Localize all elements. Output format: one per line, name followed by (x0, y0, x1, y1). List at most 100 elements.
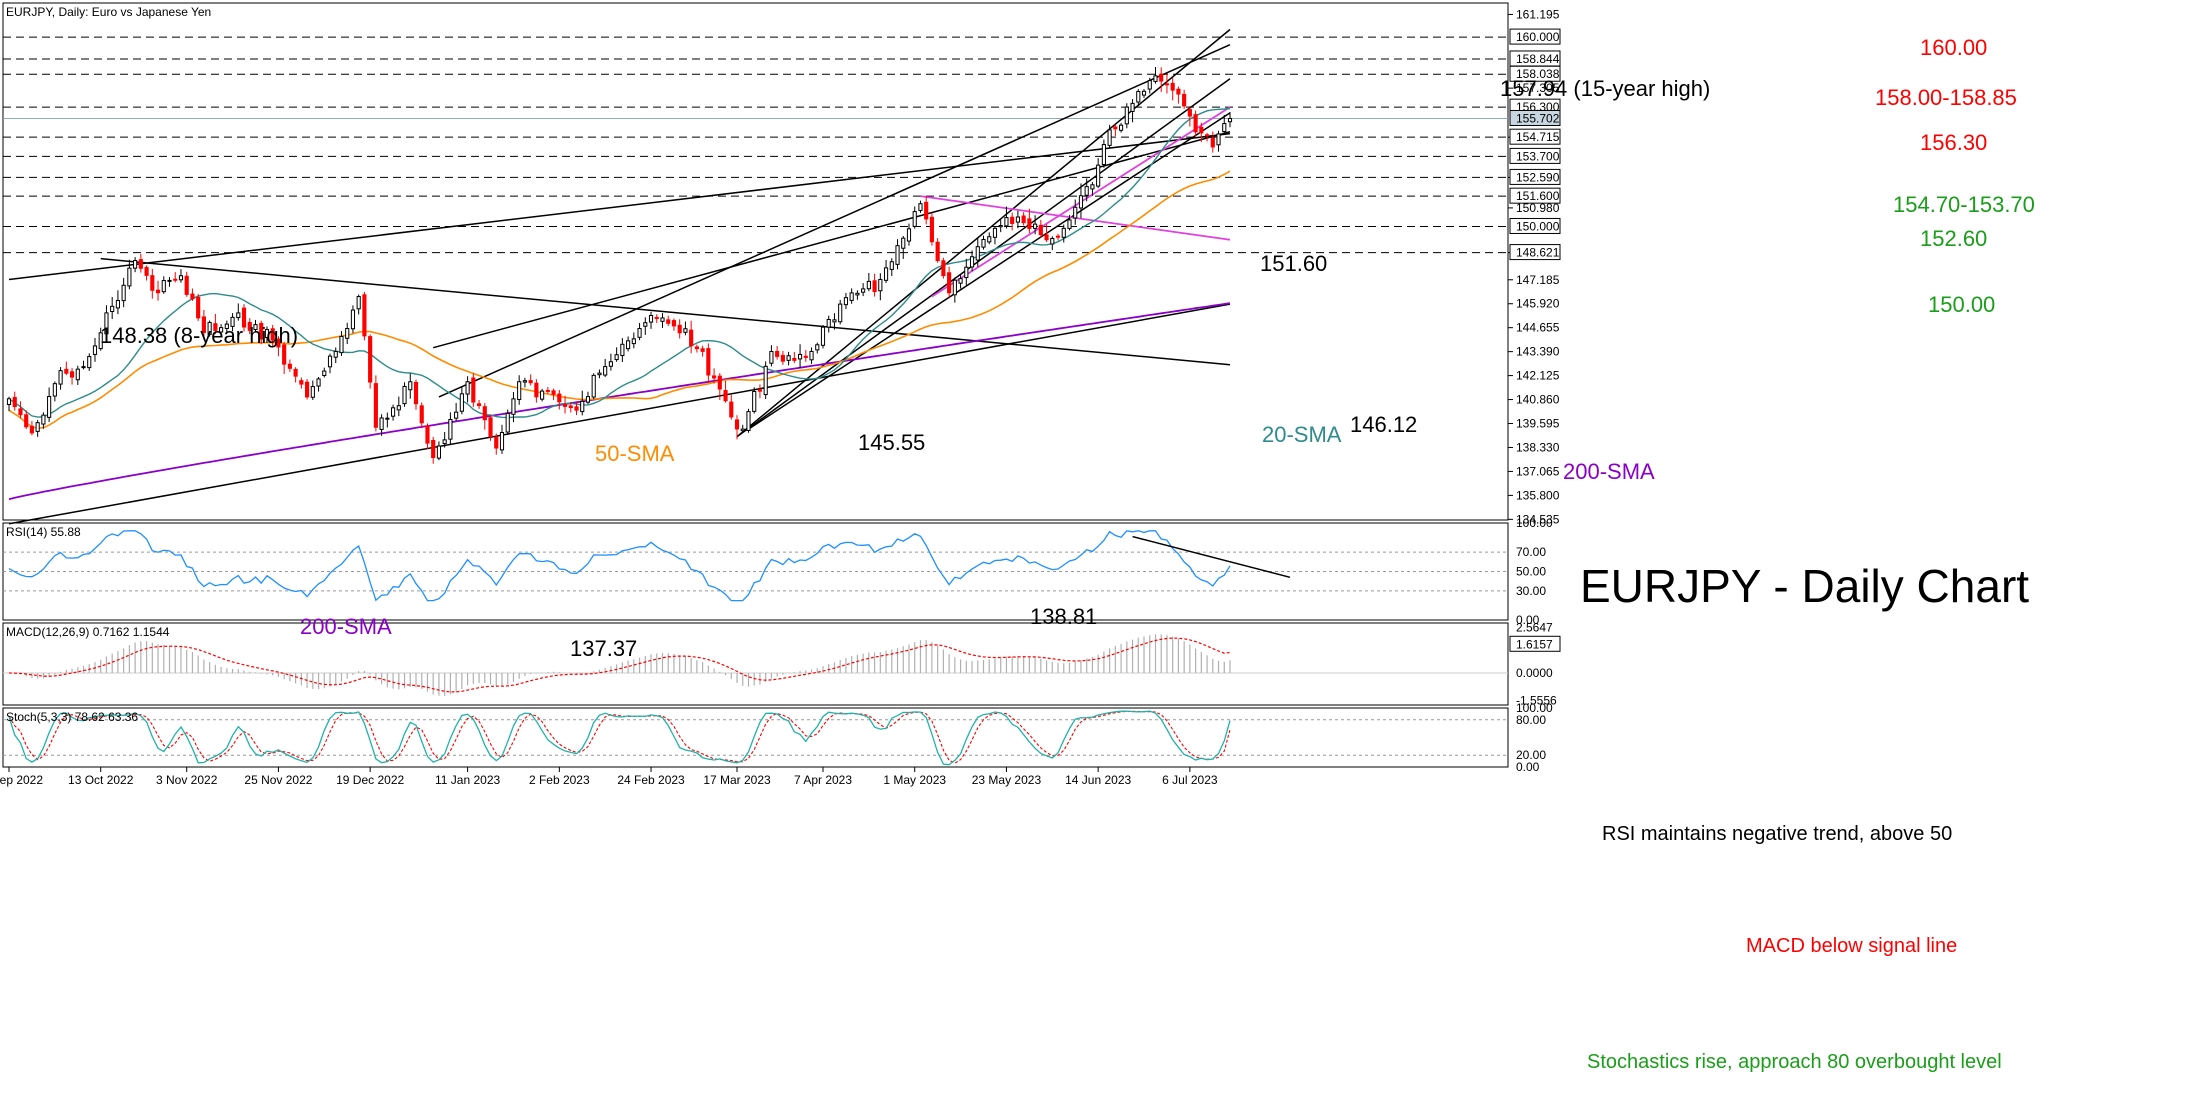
macd-tick-label: -1.5556 (1516, 694, 1557, 708)
candle-body (792, 357, 797, 361)
candle-body (121, 284, 126, 302)
candle-body (333, 350, 338, 358)
annotation-154-70-153-70: 154.70-153.70 (1893, 192, 2035, 217)
candle-body (47, 395, 52, 418)
candle-body (815, 344, 820, 351)
macd-tick-label: 0.0000 (1516, 666, 1553, 680)
candle-body (769, 350, 774, 364)
candle-body (127, 267, 132, 287)
indicators (3, 530, 1508, 766)
x-tick-label: 13 Oct 2022 (68, 773, 134, 787)
candle-body (677, 324, 682, 334)
candle-body (385, 417, 390, 420)
candle-body (861, 288, 866, 293)
candle-body (408, 381, 413, 391)
candle-body (1141, 90, 1147, 96)
candle-body (643, 322, 648, 327)
candle-body (1021, 215, 1026, 224)
candle-body (476, 403, 482, 407)
candle-body (849, 292, 854, 301)
candle-body (694, 346, 699, 350)
stoch-title: Stoch(5,3,3) 78.62 63.36 (6, 710, 138, 724)
candle-body (717, 375, 722, 390)
candle-body (219, 327, 224, 333)
y-tick-label: 142.125 (1516, 369, 1560, 383)
candle-body (115, 300, 120, 309)
level-box (1509, 128, 1561, 145)
candle-body (1061, 227, 1066, 238)
candle-body (648, 314, 654, 323)
candle-body (98, 332, 103, 350)
candle-body (1010, 216, 1015, 224)
candle-body (889, 261, 894, 270)
annotation-156-30: 156.30 (1920, 130, 1987, 155)
candle-body (1107, 129, 1112, 146)
candle-body (1130, 102, 1135, 112)
trendline-steep-2 (736, 78, 1231, 438)
moving-averages (8, 107, 1231, 501)
candle-body (763, 365, 768, 396)
candle-body (327, 355, 333, 368)
candle-body (75, 368, 80, 381)
candle-body (568, 405, 573, 409)
candle-body (390, 407, 396, 417)
candle-body (1027, 218, 1032, 229)
candle-body (150, 275, 155, 291)
candle-body (511, 398, 516, 415)
candle-body (282, 344, 287, 365)
candle-body (138, 259, 143, 269)
candle-body (935, 241, 940, 262)
candle-body (929, 216, 934, 243)
candle-body (1210, 137, 1215, 148)
candle-body (276, 338, 281, 348)
candle-body (975, 246, 980, 261)
candle-body (1204, 134, 1210, 137)
annotation-160-00: 160.00 (1920, 35, 1987, 60)
x-tick-label: 21 Sep 2022 (0, 773, 43, 787)
candle-body (803, 355, 808, 358)
x-tick-label: 14 Jun 2023 (1065, 773, 1131, 787)
candle-body (855, 292, 860, 296)
candle-body (626, 340, 631, 350)
candle-body (362, 294, 367, 337)
candle-body (780, 354, 785, 362)
main-title: EURJPY, Daily: Euro vs Japanese Yen (6, 5, 211, 19)
candle-body (144, 267, 149, 276)
level-box (1509, 28, 1561, 45)
level-label: 150.000 (1516, 219, 1560, 233)
stoch-tick-label: 20.00 (1516, 748, 1546, 762)
candle-body (259, 322, 264, 340)
macd-tick-label: 2.5647 (1516, 620, 1553, 634)
candle-body (161, 280, 166, 293)
candle-body (969, 256, 975, 268)
candle-body (1182, 93, 1187, 107)
candle-body (345, 328, 350, 339)
candle-body (396, 405, 401, 411)
candle-body (1164, 83, 1170, 86)
candle-body (660, 317, 665, 322)
stoch-tick-label: 80.00 (1516, 713, 1546, 727)
candle-body (1216, 133, 1221, 146)
candle-body (729, 401, 734, 418)
candle-body (1067, 219, 1072, 229)
candle-body (591, 374, 596, 398)
candle-body (906, 228, 912, 242)
annotation-137-37: 137.37 (570, 636, 637, 661)
candle-body (482, 406, 487, 421)
level-label: 160.000 (1516, 30, 1560, 44)
candle-body (700, 348, 705, 352)
candle-body (637, 328, 642, 338)
candle-body (213, 323, 218, 331)
panel-frame-macd (2, 622, 1509, 706)
trendline-steep-3 (748, 112, 1231, 430)
candle-body (786, 355, 791, 361)
candle-body (551, 390, 556, 395)
stoch-signal-line (8, 710, 1231, 764)
level-box (1509, 187, 1561, 204)
level-label: 148.621 (1516, 246, 1560, 260)
candle-body (133, 260, 138, 269)
trendline-upper-channel (8, 132, 1231, 281)
candle-body (820, 326, 826, 346)
candle-body (52, 383, 57, 397)
candle-body (941, 260, 946, 277)
